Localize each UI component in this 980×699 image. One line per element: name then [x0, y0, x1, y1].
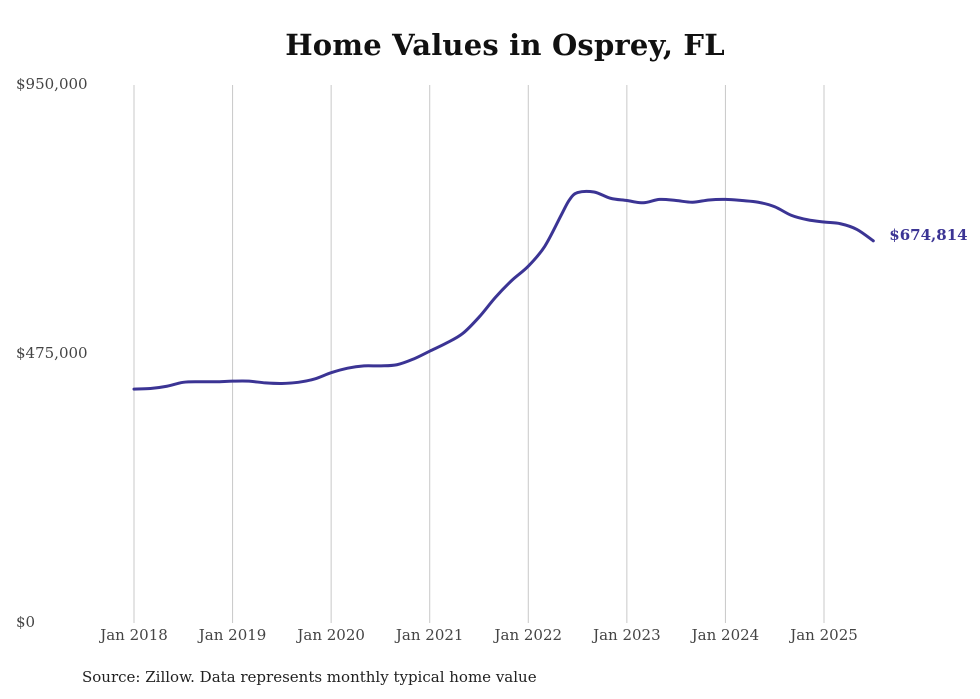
y-tick-label-1: $475,000: [16, 344, 88, 362]
y-tick-label-2: $950,000: [16, 75, 88, 93]
x-tick-label-7: Jan 2025: [788, 626, 858, 644]
x-axis-tick-labels: Jan 2018 Jan 2019 Jan 2020 Jan 2021 Jan …: [98, 626, 858, 644]
x-tick-label-2: Jan 2020: [295, 626, 365, 644]
y-axis-tick-labels: $0 $475,000 $950,000: [16, 75, 88, 631]
x-tick-label-0: Jan 2018: [98, 626, 168, 644]
x-tick-label-6: Jan 2024: [690, 626, 760, 644]
x-tick-label-1: Jan 2019: [197, 626, 267, 644]
x-tick-label-4: Jan 2022: [493, 626, 563, 644]
end-value-label: $674,814: [889, 226, 967, 244]
chart-title: Home Values in Osprey, FL: [285, 28, 725, 62]
series-line-home-value: [132, 189, 875, 391]
x-tick-label-5: Jan 2023: [591, 626, 661, 644]
x-tick-label-3: Jan 2021: [394, 626, 464, 644]
source-note: Source: Zillow. Data represents monthly …: [82, 668, 537, 686]
y-tick-label-0: $0: [16, 613, 35, 631]
gridlines: [133, 85, 825, 623]
